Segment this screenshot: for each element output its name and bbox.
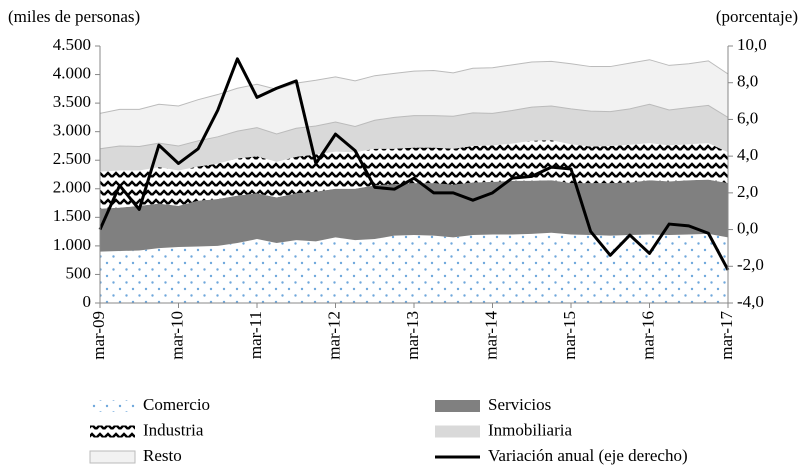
x-tick-label: mar-13 <box>403 311 422 360</box>
x-tick-label: mar-14 <box>481 311 500 360</box>
area <box>100 179 728 252</box>
area <box>100 232 728 303</box>
y2-tick-label: 10,0 <box>737 35 767 54</box>
x-tick-label: mar-11 <box>246 311 265 359</box>
legend-label: Servicios <box>488 395 551 414</box>
x-tick-label: mar-16 <box>638 311 657 360</box>
x-tick-label: mar-10 <box>167 311 186 360</box>
y2-tick-label: 0,0 <box>737 218 758 237</box>
x-tick-label: mar-17 <box>717 311 736 360</box>
x-tick-label: mar-12 <box>324 311 343 360</box>
y-tick-label: 4.500 <box>53 35 91 54</box>
line <box>98 57 730 271</box>
y-tick-label: 3.000 <box>53 121 91 140</box>
area <box>100 104 728 172</box>
y-axis-label: (miles de personas) <box>8 7 140 26</box>
y-tick-label: 500 <box>66 263 92 282</box>
legend-swatch <box>90 425 135 438</box>
legend-swatch <box>89 450 136 464</box>
y-tick-label: 1.500 <box>53 206 91 225</box>
y2-tick-label: 8,0 <box>737 72 758 91</box>
legend-label: Industria <box>143 420 204 439</box>
legend-label: Comercio <box>143 395 210 414</box>
area <box>100 140 728 209</box>
y-tick-label: 2.000 <box>53 178 91 197</box>
legend-label: Variación anual (eje derecho) <box>488 446 688 465</box>
legend-label: Resto <box>143 446 182 465</box>
y2-tick-label: 6,0 <box>737 108 758 127</box>
y2-axis-label: (porcentaje) <box>716 7 798 26</box>
y2-tick-label: 2,0 <box>737 182 758 201</box>
legend-swatch <box>435 425 480 438</box>
y2-tick-label: -2,0 <box>737 255 764 274</box>
x-tick-label: mar-09 <box>89 311 108 360</box>
y-tick-label: 4.000 <box>53 63 91 82</box>
legend-swatch <box>90 400 135 412</box>
y-tick-label: 0 <box>83 292 92 311</box>
y-tick-label: 2.500 <box>53 149 91 168</box>
legend-label: Inmobiliaria <box>488 420 572 439</box>
y2-tick-label: -4,0 <box>737 292 764 311</box>
y-tick-label: 3.500 <box>53 92 91 111</box>
y-tick-label: 1.000 <box>53 235 91 254</box>
legend-swatch <box>435 400 480 412</box>
x-tick-label: mar-15 <box>560 311 579 360</box>
y2-tick-label: 4,0 <box>737 145 758 164</box>
